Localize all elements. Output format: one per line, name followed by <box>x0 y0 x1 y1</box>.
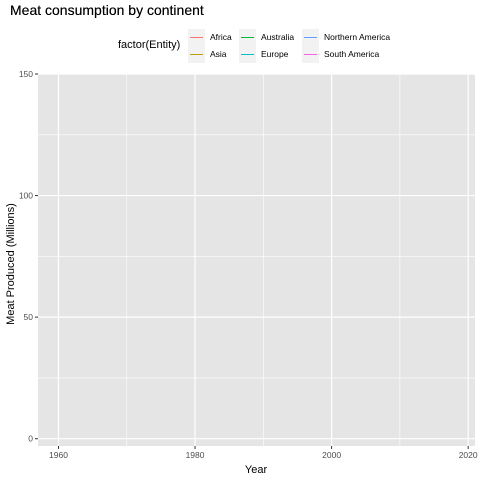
legend-label: Africa <box>210 32 232 42</box>
legend-swatch <box>241 37 254 38</box>
y-tick-label: 150 <box>19 69 33 79</box>
legend-swatch <box>190 37 203 38</box>
legend-key <box>239 46 256 63</box>
legend-key <box>188 46 205 63</box>
x-tick-label: 1960 <box>49 450 68 460</box>
legend-swatch <box>190 54 203 55</box>
y-tick-label: 100 <box>19 191 33 201</box>
legend-label: Asia <box>210 49 227 59</box>
axes: 1960 1980 2000 2020 0 50 100 150 <box>19 69 478 460</box>
legend-label: Australia <box>261 32 295 42</box>
legend-key <box>302 46 319 63</box>
legend-key <box>302 29 319 46</box>
chart-title: Meat consumption by continent <box>10 2 204 18</box>
legend-swatch <box>241 54 254 55</box>
minor-gridlines <box>38 74 475 446</box>
x-tick-label: 2020 <box>459 450 478 460</box>
legend-swatch <box>304 54 317 55</box>
legend-key <box>239 29 256 46</box>
legend-key <box>188 29 205 46</box>
legend: factor(Entity) Africa Asia Australia Europe… <box>118 28 408 66</box>
major-gridlines <box>38 73 475 446</box>
legend-title: factor(Entity) <box>118 39 181 51</box>
legend-swatch <box>304 37 317 38</box>
x-tick-label: 2000 <box>322 450 341 460</box>
plot-panel <box>38 74 475 446</box>
x-axis-label: Year <box>245 464 268 476</box>
x-tick-label: 1980 <box>186 450 205 460</box>
y-tick-label: 50 <box>24 312 34 322</box>
y-tick-label: 0 <box>28 434 33 444</box>
legend-label: South America <box>324 49 380 59</box>
legend-label: Northern America <box>324 32 391 42</box>
legend-label: Europe <box>261 49 289 59</box>
y-axis-label: Meat Produced (Millions) <box>5 203 17 325</box>
